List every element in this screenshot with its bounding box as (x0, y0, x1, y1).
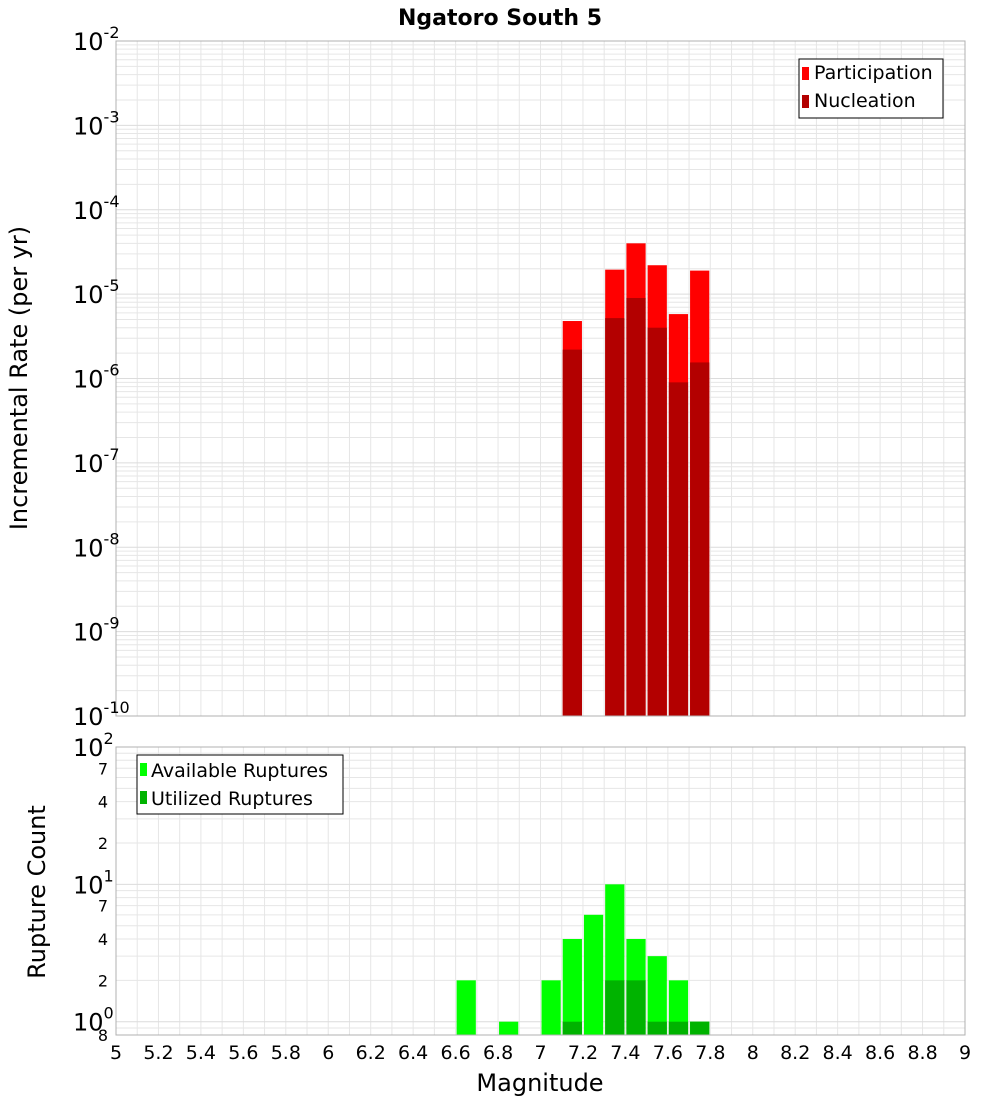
count-y-tick-major: 102 (73, 729, 114, 762)
rate-y-tick-label: 10-4 (73, 192, 120, 225)
count-y-tick-minor: 8 (98, 1026, 108, 1045)
nucleation-bar (668, 382, 689, 716)
x-axis-label: Magnitude (476, 1069, 603, 1097)
rate-legend-box (798, 58, 944, 119)
rate-y-tick-label: 10-3 (73, 107, 120, 140)
rate-legend: Participation Nucleation (798, 58, 944, 119)
x-tick-label: 6 (322, 1042, 334, 1064)
available-rupture-bar (562, 939, 582, 1035)
available-rupture-bar (647, 956, 667, 1035)
legend-swatch-nucleation (802, 95, 809, 108)
available-rupture-bar (583, 914, 604, 1035)
x-tick-label: 7 (534, 1042, 546, 1064)
rate-y-tick-label: 10-10 (73, 698, 130, 731)
x-tick-label: 5 (110, 1042, 122, 1064)
utilized-rupture-bar (647, 1021, 667, 1035)
legend-label-available: Available Ruptures (151, 760, 328, 782)
available-rupture-bar (499, 1021, 519, 1035)
rate-panel: 10-2 10-3 10-4 10-5 10-6 10-7 10-8 10-9 10-10 In… (5, 23, 966, 731)
legend-swatch-available (140, 763, 147, 776)
count-y-tick-minor: 7 (98, 759, 108, 778)
count-y-tick-minor: 4 (98, 793, 108, 812)
x-tick-label: 7.2 (568, 1042, 598, 1064)
nucleation-bar (605, 318, 625, 716)
utilized-rupture-bar (626, 980, 646, 1035)
chart-title: Ngatoro South 5 (398, 6, 602, 31)
count-plot-frame (115, 746, 966, 1036)
x-tick-label: 8.6 (865, 1042, 895, 1064)
x-tick-label: 8.2 (780, 1042, 810, 1064)
rate-bars (562, 243, 710, 717)
utilized-rupture-bar (690, 1021, 710, 1035)
legend-swatch-utilized (140, 791, 147, 804)
count-x-ticks: 5 5.2 5.4 5.6 5.8 6 6.2 6.4 6.6 6.8 7 7.2 7.4 7.6 7.8 8… (110, 1042, 971, 1064)
rate-y-axis-label: Incremental Rate (per yr) (5, 226, 33, 530)
x-tick-label: 8 (747, 1042, 759, 1064)
x-tick-label: 7.8 (695, 1042, 725, 1064)
utilized-rupture-bar (668, 1021, 689, 1035)
x-tick-label: 9 (959, 1042, 971, 1064)
x-tick-label: 6.4 (398, 1042, 428, 1064)
rate-y-tick-label: 10-8 (73, 529, 120, 562)
nucleation-bar (562, 349, 582, 716)
x-tick-label: 5.2 (143, 1042, 173, 1064)
count-y-tick-minor: 2 (98, 971, 108, 990)
x-tick-label: 6.8 (483, 1042, 513, 1064)
rate-y-tick-label: 10-6 (73, 361, 120, 394)
x-tick-label: 8.8 (907, 1042, 937, 1064)
nucleation-bar (690, 362, 710, 716)
x-tick-label: 7.4 (610, 1042, 640, 1064)
rate-plot-frame (115, 40, 966, 717)
count-y-tick-minor: 2 (98, 834, 108, 853)
rate-y-tick-label: 10-7 (73, 445, 120, 478)
available-rupture-bar (456, 980, 476, 1035)
count-y-tick-major: 101 (73, 866, 114, 899)
count-y-tick-minor: 4 (98, 930, 108, 949)
legend-swatch-participation (802, 67, 809, 80)
rate-grid (115, 41, 966, 717)
rate-y-tick-label: 10-9 (73, 614, 120, 647)
nucleation-bar (647, 327, 667, 716)
rate-y-tick-label: 10-5 (73, 276, 120, 309)
utilized-rupture-bar (562, 1021, 582, 1035)
count-bars (456, 884, 710, 1035)
legend-label-participation: Participation (814, 62, 933, 84)
x-tick-label: 8.4 (823, 1042, 853, 1064)
utilized-rupture-bar (605, 980, 625, 1035)
count-legend: Available Ruptures Utilized Ruptures (136, 754, 344, 815)
x-tick-label: 5.8 (271, 1042, 301, 1064)
count-y-axis-label: Rupture Count (23, 805, 51, 979)
available-rupture-bar (541, 980, 561, 1035)
nucleation-bar (626, 297, 646, 716)
count-legend-box (136, 754, 344, 815)
x-tick-label: 6.2 (356, 1042, 386, 1064)
available-rupture-bar (668, 980, 689, 1035)
x-tick-label: 5.4 (186, 1042, 216, 1064)
x-tick-label: 5.6 (228, 1042, 258, 1064)
x-tick-label: 7.6 (653, 1042, 683, 1064)
legend-label-nucleation: Nucleation (814, 90, 916, 112)
x-tick-label: 6.6 (440, 1042, 470, 1064)
count-y-tick-minor: 7 (98, 897, 108, 916)
legend-label-utilized: Utilized Ruptures (151, 788, 313, 810)
rate-y-tick-label: 10-2 (73, 23, 120, 56)
